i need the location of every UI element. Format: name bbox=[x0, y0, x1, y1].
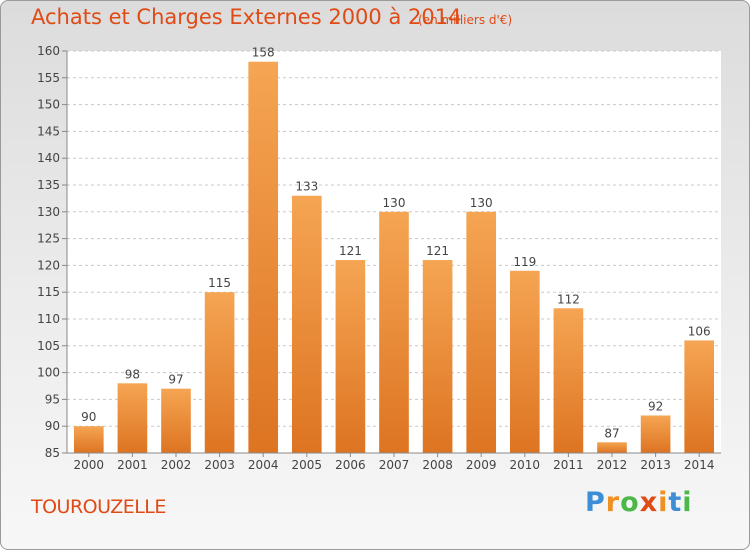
y-tick-label: 145 bbox=[37, 124, 60, 138]
y-tick-label: 120 bbox=[37, 258, 60, 272]
x-tick-label: 2000 bbox=[74, 458, 105, 472]
bar-2002 bbox=[161, 388, 191, 453]
logo-letter: t bbox=[668, 487, 683, 518]
y-tick-label: 115 bbox=[37, 285, 60, 299]
proxiti-logo: Proxiti bbox=[585, 487, 693, 518]
data-label-2012: 87 bbox=[604, 426, 619, 440]
y-tick-label: 135 bbox=[37, 178, 60, 192]
data-label-2011: 112 bbox=[557, 292, 580, 306]
data-label-2007: 130 bbox=[383, 196, 406, 210]
y-tick-label: 100 bbox=[37, 366, 60, 380]
data-label-2000: 90 bbox=[81, 410, 96, 424]
logo-letter: o bbox=[620, 487, 640, 518]
y-tick-label: 130 bbox=[37, 205, 60, 219]
x-tick-label: 2002 bbox=[161, 458, 192, 472]
y-tick-label: 150 bbox=[37, 98, 60, 112]
bars-group: 90 98 97 115 158 133 121 130 121 130 119 112 87 92 106 bbox=[73, 46, 715, 453]
x-tick-label: 2004 bbox=[248, 458, 279, 472]
x-tick-label: 2007 bbox=[379, 458, 410, 472]
data-label-2002: 97 bbox=[168, 373, 183, 387]
x-tick-label: 2003 bbox=[204, 458, 235, 472]
bar-2014 bbox=[684, 340, 715, 453]
commune-name: TOUROUZELLE bbox=[31, 496, 166, 518]
data-label-2005: 133 bbox=[295, 180, 318, 194]
bar-2003 bbox=[204, 292, 235, 453]
x-tick-label: 2001 bbox=[117, 458, 148, 472]
y-tick-label: 85 bbox=[45, 446, 60, 460]
data-label-2010: 119 bbox=[513, 255, 536, 269]
x-tick-label: 2008 bbox=[422, 458, 453, 472]
logo-letter: i bbox=[658, 487, 669, 518]
bar-2010 bbox=[509, 270, 540, 453]
data-label-2009: 130 bbox=[470, 196, 493, 210]
x-tick-label: 2011 bbox=[553, 458, 584, 472]
y-tick-label: 160 bbox=[37, 44, 60, 58]
bar-2007 bbox=[379, 211, 409, 453]
y-tick-label: 105 bbox=[37, 339, 60, 353]
bar-2009 bbox=[466, 211, 497, 453]
x-tick-label: 2005 bbox=[292, 458, 323, 472]
chart-subtitle: (en milliers d'€) bbox=[418, 13, 513, 27]
data-label-2014: 106 bbox=[688, 324, 711, 338]
bar-2006 bbox=[335, 260, 366, 453]
bar-2008 bbox=[422, 260, 453, 453]
x-tick-label: 2010 bbox=[510, 458, 541, 472]
y-tick-label: 90 bbox=[45, 419, 60, 433]
y-tick-label: 140 bbox=[37, 151, 60, 165]
bar-2013 bbox=[640, 415, 671, 453]
y-tick-label: 110 bbox=[37, 312, 60, 326]
y-tick-label: 155 bbox=[37, 71, 60, 85]
x-tick-label: 2012 bbox=[597, 458, 628, 472]
y-tick-label: 125 bbox=[37, 232, 60, 246]
y-tick-label: 95 bbox=[45, 392, 60, 406]
bar-2005 bbox=[291, 195, 322, 453]
chart-title: Achats et Charges Externes 2000 à 2014 bbox=[31, 5, 462, 29]
data-label-2013: 92 bbox=[648, 399, 663, 413]
logo-letter: i bbox=[682, 487, 693, 518]
logo-letter: r bbox=[605, 487, 621, 518]
axes-group: 85 90 95 100 105 110 115 120 125 130 135 140 145 150 1… bbox=[37, 44, 721, 472]
data-label-2006: 121 bbox=[339, 244, 362, 258]
bar-2001 bbox=[117, 383, 148, 453]
data-label-2004: 158 bbox=[252, 46, 275, 60]
logo-letter: x bbox=[639, 487, 659, 518]
bar-2012 bbox=[597, 442, 627, 453]
x-tick-label: 2009 bbox=[466, 458, 497, 472]
x-tick-label: 2014 bbox=[684, 458, 715, 472]
logo-letter: P bbox=[585, 487, 606, 518]
bar-2000 bbox=[73, 426, 104, 453]
x-tick-label: 2013 bbox=[640, 458, 671, 472]
bar-2011 bbox=[553, 308, 584, 453]
x-tick-label: 2006 bbox=[335, 458, 366, 472]
data-label-2008: 121 bbox=[426, 244, 449, 258]
data-label-2001: 98 bbox=[125, 367, 140, 381]
bar-2004 bbox=[248, 61, 279, 453]
data-label-2003: 115 bbox=[208, 276, 231, 290]
